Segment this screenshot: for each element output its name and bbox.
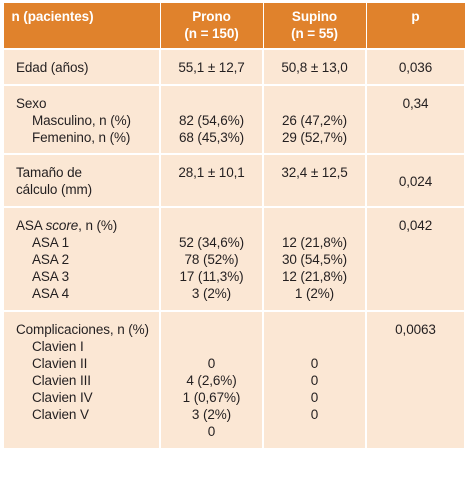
sexo-p: 0,34 bbox=[365, 83, 466, 155]
clavien-1-label: Clavien I bbox=[32, 338, 84, 354]
table-row-sexo: Sexo Masculino, n (%) Femenino, n (%) 82… bbox=[2, 83, 466, 155]
asa-4-supino: 1 (2%) bbox=[294, 285, 335, 301]
sexo-femenino-supino: 29 (52,7%) bbox=[281, 129, 348, 145]
header-prono-n: (n = 150) bbox=[184, 26, 239, 41]
asa-label-italic: score bbox=[45, 217, 79, 233]
table-header-row: n (pacientes) Prono (n = 150) Supino (n … bbox=[2, 2, 466, 50]
asa-label: ASA score, n (%) bbox=[16, 217, 155, 234]
complicaciones-prono-cell: 0 4 (2,6%) 1 (0,67%) 3 (2%) 0 bbox=[159, 309, 264, 450]
asa-2-label: ASA 2 bbox=[32, 251, 70, 267]
tamano-supino: 32,4 ± 12,5 bbox=[262, 152, 367, 208]
tamano-prono: 28,1 ± 10,1 bbox=[159, 152, 264, 208]
asa-label-suffix: , n (%) bbox=[78, 217, 118, 233]
tamano-p-value: 0,024 bbox=[398, 173, 433, 189]
tamano-p: 0,024 bbox=[365, 152, 466, 208]
clavien-supino-1: 0 bbox=[310, 372, 319, 388]
asa-4-prono: 3 (2%) bbox=[191, 285, 232, 301]
table-row-edad: Edad (años) 55,1 ± 12,7 50,8 ± 13,0 0,03… bbox=[2, 47, 466, 86]
sexo-masculino-prono: 82 (54,6%) bbox=[178, 112, 245, 128]
header-patients: n (pacientes) bbox=[2, 2, 161, 50]
asa-label-cell: ASA score, n (%) ASA 1 ASA 2 ASA 3 ASA 4 bbox=[2, 205, 161, 312]
sexo-label-cell: Sexo Masculino, n (%) Femenino, n (%) bbox=[2, 83, 161, 155]
clavien-2-label: Clavien II bbox=[32, 355, 88, 371]
tamano-label-line1: Tamaño de bbox=[16, 164, 82, 180]
sexo-femenino-label: Femenino, n (%) bbox=[32, 129, 131, 145]
asa-2-prono: 78 (52%) bbox=[184, 251, 239, 267]
sexo-femenino-prono: 68 (45,3%) bbox=[178, 129, 245, 145]
edad-p: 0,036 bbox=[365, 47, 466, 86]
clavien-supino-3: 0 bbox=[310, 406, 319, 422]
table-row-asa: ASA score, n (%) ASA 1 ASA 2 ASA 3 ASA 4… bbox=[2, 205, 466, 312]
table-row-complicaciones: Complicaciones, n (%) Clavien I Clavien … bbox=[2, 309, 466, 450]
header-patients-label: n (pacientes) bbox=[11, 9, 94, 24]
complicaciones-p: 0,0063 bbox=[365, 309, 466, 450]
asa-1-label: ASA 1 bbox=[32, 234, 70, 250]
asa-supino-cell: 12 (21,8%) 30 (54,5%) 12 (21,8%) 1 (2%) bbox=[262, 205, 367, 312]
asa-1-prono: 52 (34,6%) bbox=[178, 234, 245, 250]
asa-3-prono: 17 (11,3%) bbox=[179, 268, 244, 284]
tamano-label-cell: Tamaño de cálculo (mm) bbox=[2, 152, 161, 208]
clavien-prono-0: 0 bbox=[207, 355, 216, 371]
asa-prono-cell: 52 (34,6%) 78 (52%) 17 (11,3%) 3 (2%) bbox=[159, 205, 264, 312]
header-p-title: p bbox=[411, 9, 420, 24]
header-prono-title: Prono bbox=[192, 9, 231, 24]
complicaciones-supino-cell: 0 0 0 0 bbox=[262, 309, 367, 450]
asa-4-label: ASA 4 bbox=[32, 285, 70, 301]
header-supino: Supino (n = 55) bbox=[262, 2, 367, 50]
clavien-supino-2: 0 bbox=[310, 389, 319, 405]
header-p: p bbox=[365, 2, 466, 50]
asa-2-supino: 30 (54,5%) bbox=[281, 251, 348, 267]
clavien-3-label: Clavien III bbox=[32, 372, 91, 388]
sexo-label: Sexo bbox=[16, 95, 47, 111]
edad-supino: 50,8 ± 13,0 bbox=[262, 47, 367, 86]
complicaciones-label-cell: Complicaciones, n (%) Clavien I Clavien … bbox=[2, 309, 161, 450]
sexo-prono-cell: 82 (54,6%) 68 (45,3%) bbox=[159, 83, 264, 155]
clavien-prono-1: 4 (2,6%) bbox=[186, 372, 237, 388]
asa-3-label: ASA 3 bbox=[32, 268, 70, 284]
clavien-supino-0: 0 bbox=[310, 355, 319, 371]
clavien-prono-4: 0 bbox=[207, 423, 216, 439]
clavien-4-label: Clavien IV bbox=[32, 389, 93, 405]
asa-3-supino: 12 (21,8%) bbox=[281, 268, 348, 284]
header-prono: Prono (n = 150) bbox=[159, 2, 264, 50]
table-row-tamano: Tamaño de cálculo (mm) 28,1 ± 10,1 32,4 … bbox=[2, 152, 466, 208]
sexo-supino-cell: 26 (47,2%) 29 (52,7%) bbox=[262, 83, 367, 155]
edad-prono: 55,1 ± 12,7 bbox=[159, 47, 264, 86]
clavien-5-label: Clavien V bbox=[32, 406, 89, 422]
header-supino-n: (n = 55) bbox=[291, 26, 338, 41]
complicaciones-label: Complicaciones, n (%) bbox=[16, 321, 149, 337]
clavien-prono-2: 1 (0,67%) bbox=[182, 389, 241, 405]
clavien-prono-3: 3 (2%) bbox=[191, 406, 232, 422]
sexo-masculino-supino: 26 (47,2%) bbox=[281, 112, 348, 128]
sexo-masculino-label: Masculino, n (%) bbox=[32, 112, 131, 128]
asa-1-supino: 12 (21,8%) bbox=[281, 234, 348, 250]
asa-p: 0,042 bbox=[365, 205, 466, 312]
asa-label-prefix: ASA bbox=[16, 217, 46, 233]
tamano-label-line2: cálculo (mm) bbox=[16, 181, 93, 197]
edad-label: Edad (años) bbox=[2, 47, 161, 86]
header-supino-title: Supino bbox=[291, 9, 338, 24]
results-table: n (pacientes) Prono (n = 150) Supino (n … bbox=[2, 2, 466, 450]
